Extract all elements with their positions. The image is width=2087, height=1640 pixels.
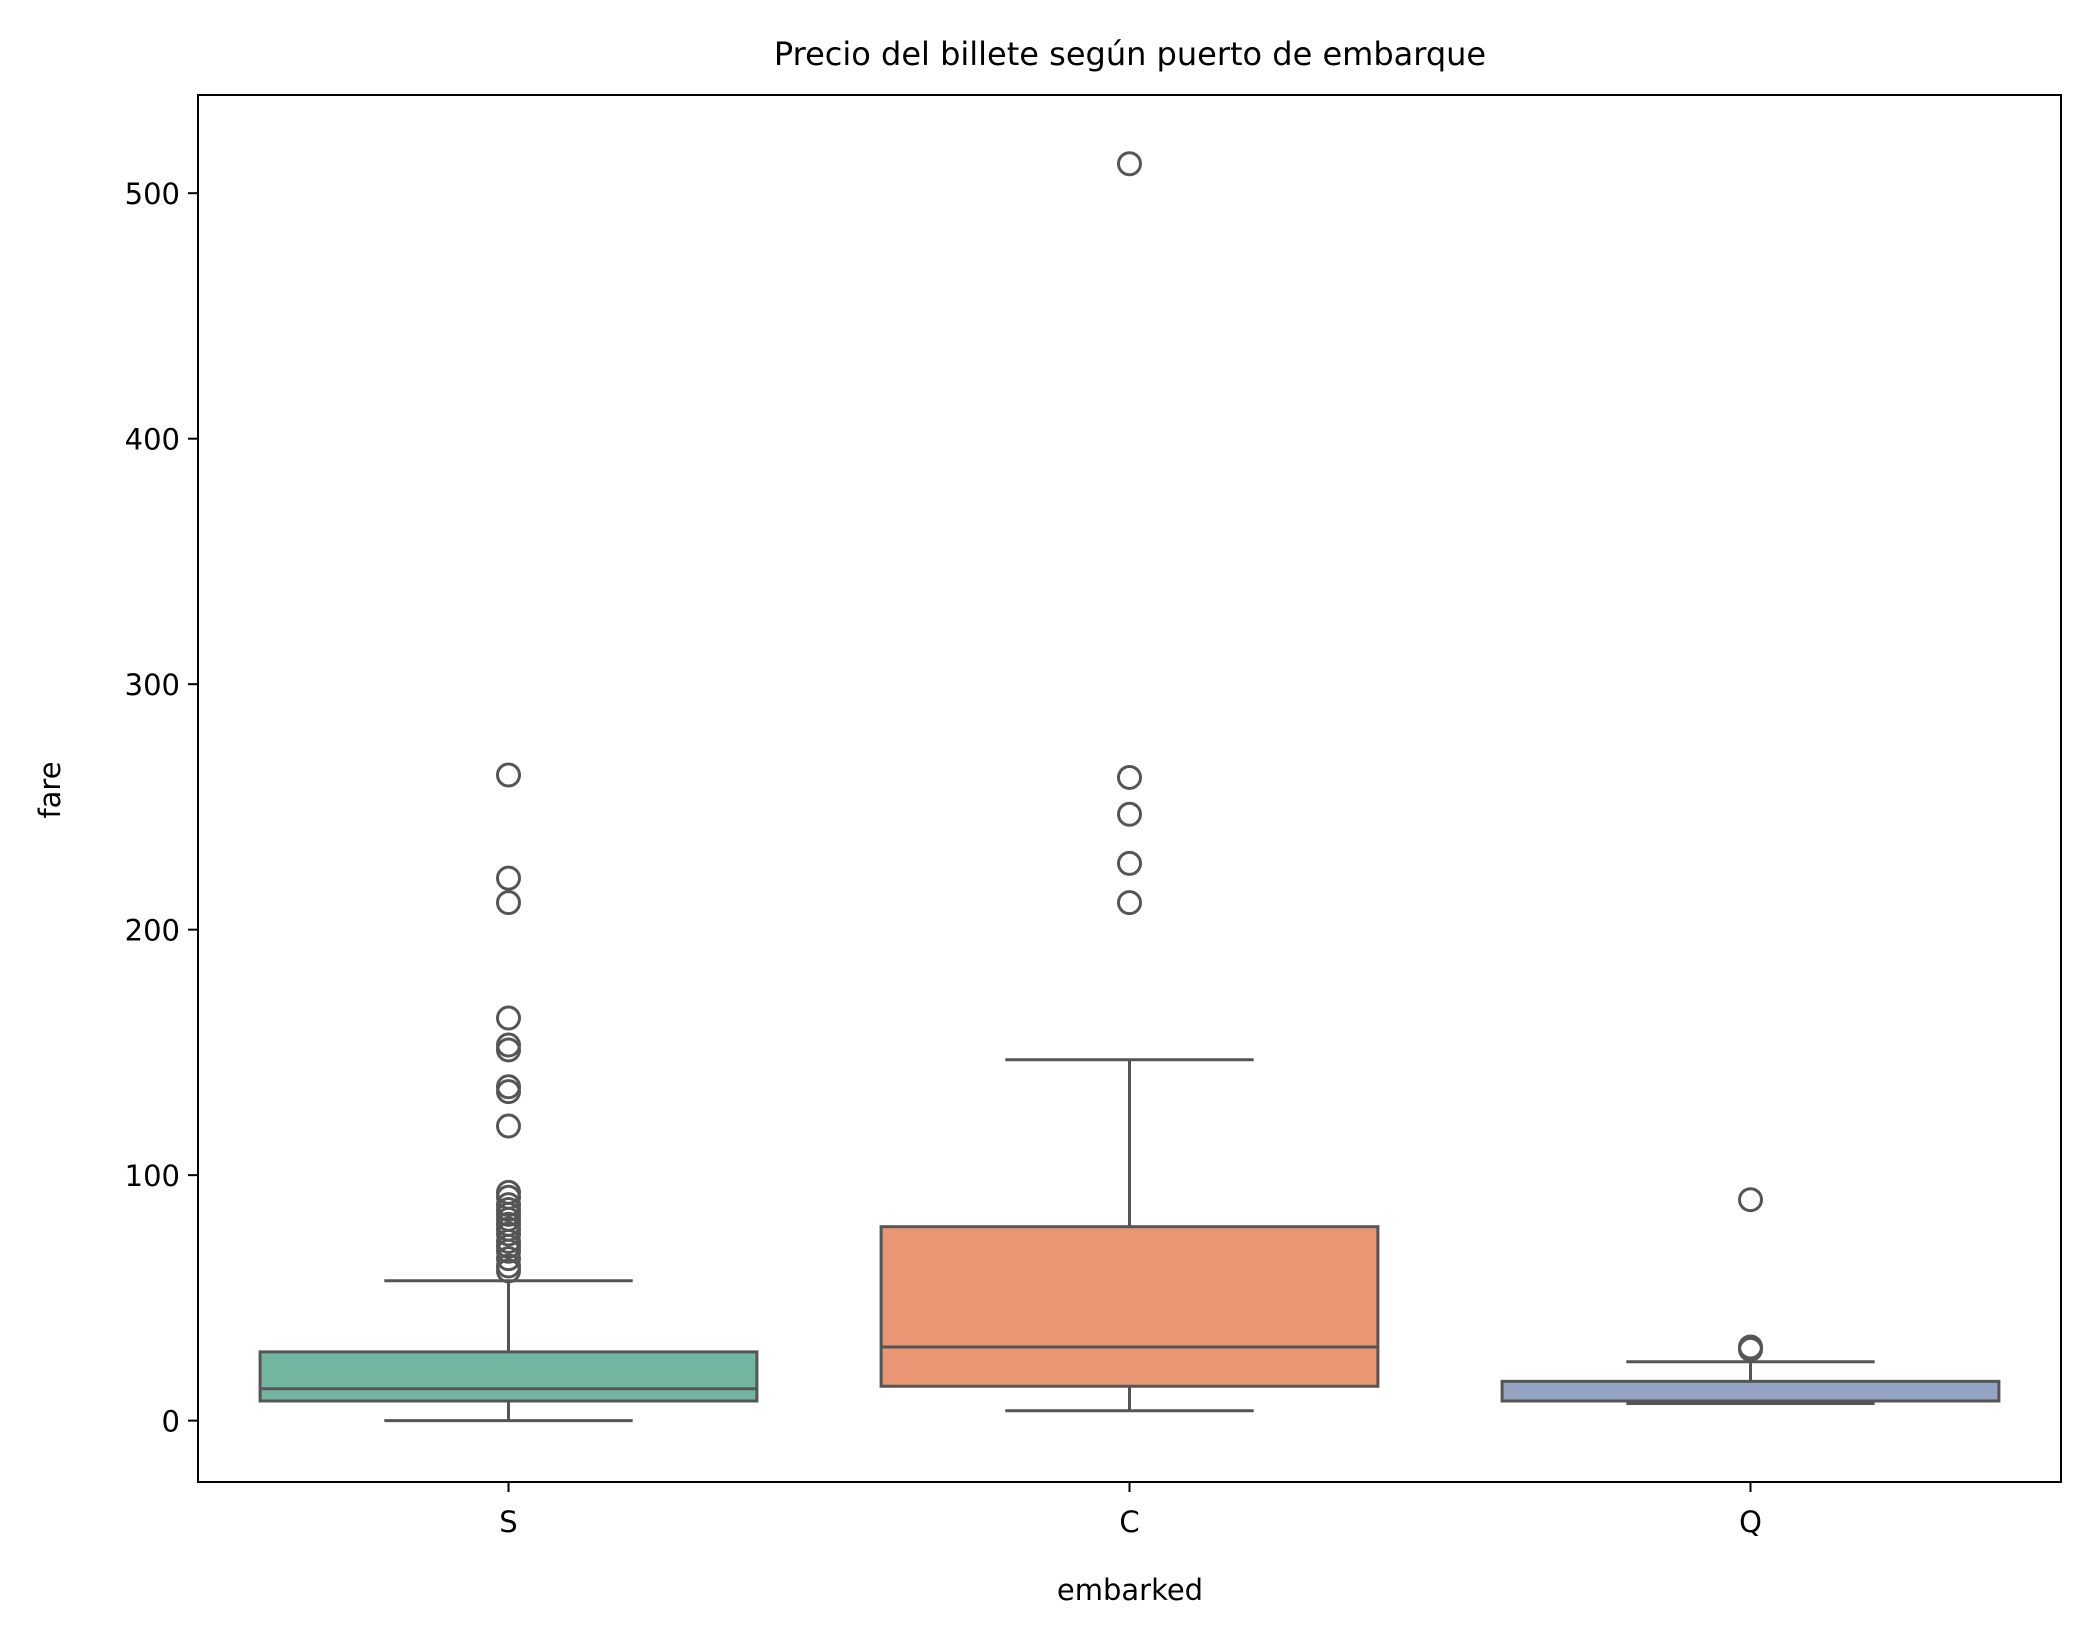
outlier-point: [496, 1192, 521, 1218]
outlier-point: [496, 1032, 521, 1058]
x-axis-label: embarked: [1057, 1573, 1203, 1607]
chart-title: Precio del billete según puerto de embar…: [774, 35, 1486, 73]
x-tick-label: Q: [1739, 1505, 1762, 1539]
y-tick-label: 100: [125, 1159, 180, 1193]
outlier-point: [496, 1113, 521, 1139]
outlier-point: [496, 1005, 521, 1031]
y-axis-label: fare: [33, 761, 67, 818]
y-tick-label: 200: [125, 914, 180, 948]
outlier-point: [496, 1074, 521, 1100]
box-Q: [1500, 1187, 2001, 1405]
y-tick-label: 400: [125, 423, 180, 457]
outlier-point: [1738, 1187, 1763, 1213]
y-tick-label: 300: [125, 668, 180, 702]
box-S: [258, 762, 759, 1423]
outlier-point: [1117, 801, 1142, 827]
x-tick-label: C: [1119, 1505, 1139, 1539]
outlier-point: [496, 1079, 521, 1105]
iqr-box: [1500, 1379, 2001, 1403]
outlier-point: [496, 890, 521, 916]
outlier-point: [496, 1179, 521, 1205]
box-series: [258, 151, 2001, 1423]
outlier-point: [1738, 1334, 1763, 1360]
x-tick-label: S: [499, 1505, 517, 1539]
y-tick-label: 500: [125, 177, 180, 211]
outlier-point: [496, 1253, 521, 1279]
outlier-point: [496, 1037, 521, 1063]
outlier-point: [1117, 850, 1142, 876]
iqr-box: [879, 1225, 1380, 1388]
y-axis: 0 100 200 300 400 500: [125, 177, 198, 1439]
outlier-point: [1117, 764, 1142, 790]
iqr-box: [258, 1350, 759, 1403]
outlier-point: [496, 1246, 521, 1272]
outlier-point: [1117, 151, 1142, 177]
outlier-point: [496, 865, 521, 891]
box-C: [879, 151, 1380, 1413]
outlier-point: [496, 762, 521, 788]
outlier-point: [1117, 890, 1142, 916]
y-tick-label: 0: [162, 1405, 180, 1439]
